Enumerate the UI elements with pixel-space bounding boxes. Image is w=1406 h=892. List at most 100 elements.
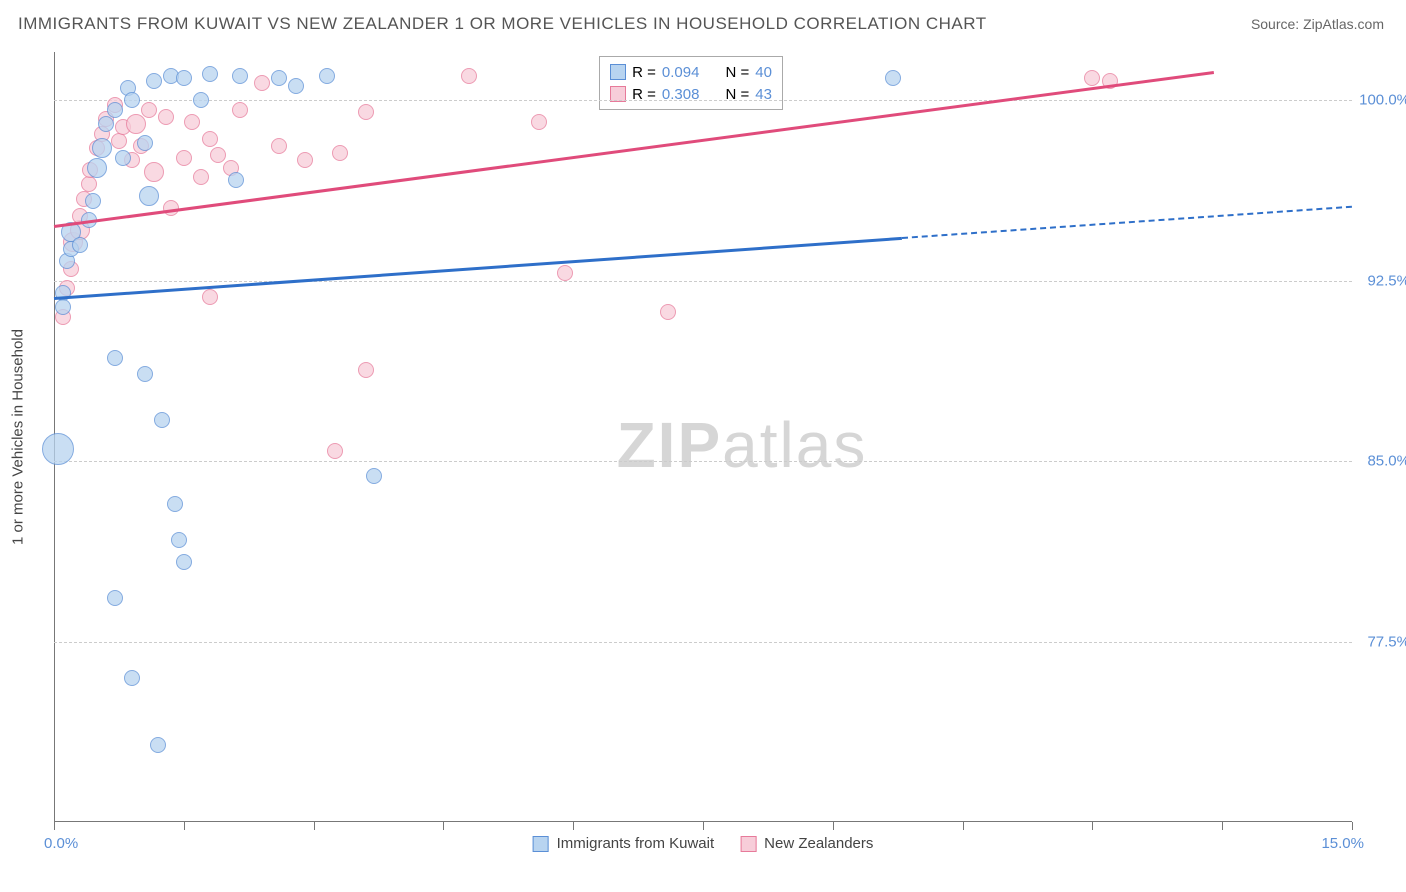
point-series-b [176,150,192,166]
swatch-series-a-icon [533,836,549,852]
source-prefix: Source: [1251,16,1303,32]
point-series-b [141,102,157,118]
point-series-b [297,152,313,168]
point-series-b [202,131,218,147]
point-series-a [107,590,123,606]
gridline [54,461,1352,462]
point-series-a [154,412,170,428]
y-tick-label: 92.5% [1367,272,1406,289]
gridline [54,281,1352,282]
watermark-bold: ZIP [617,409,723,481]
watermark: ZIPatlas [617,408,868,482]
x-axis-max-label: 15.0% [1321,835,1364,852]
point-series-b [202,289,218,305]
r-value-a: 0.094 [662,64,700,81]
y-tick-label: 85.0% [1367,453,1406,470]
trendline-series-a-extrapolated [902,206,1352,239]
point-series-b [232,102,248,118]
swatch-series-a [610,64,626,80]
point-series-a [107,350,123,366]
n-value-a: 40 [755,64,772,81]
stats-legend-box: R = 0.094 N = 40 R = 0.308 N = 43 [599,56,783,110]
point-series-b [660,304,676,320]
point-series-b [358,362,374,378]
x-tick [184,822,185,830]
point-series-a [107,102,123,118]
point-series-b [1084,70,1100,86]
point-series-a [150,737,166,753]
point-series-b [461,68,477,84]
x-axis-min-label: 0.0% [44,835,78,852]
x-tick [1092,822,1093,830]
point-series-b [531,114,547,130]
chart-title: IMMIGRANTS FROM KUWAIT VS NEW ZEALANDER … [18,14,987,34]
y-axis-title: 1 or more Vehicles in Household [10,329,27,545]
x-tick [1352,822,1353,830]
point-series-a [146,73,162,89]
legend-label-a: Immigrants from Kuwait [557,835,715,852]
x-tick [833,822,834,830]
point-series-b [358,104,374,120]
point-series-a [98,116,114,132]
point-series-a [171,532,187,548]
point-series-a [137,135,153,151]
point-series-a [87,158,107,178]
point-series-b [126,114,146,134]
gridline [54,642,1352,643]
watermark-light: atlas [722,409,867,481]
stats-row-series-b: R = 0.308 N = 43 [610,83,772,105]
r-label: R = [632,64,656,81]
x-tick [1222,822,1223,830]
point-series-a [139,186,159,206]
bottom-legend: Immigrants from Kuwait New Zealanders [533,835,874,852]
point-series-a [85,193,101,209]
x-tick [314,822,315,830]
x-tick [703,822,704,830]
point-series-a [176,554,192,570]
point-series-a [271,70,287,86]
legend-label-b: New Zealanders [764,835,873,852]
point-series-a [167,496,183,512]
point-series-a [366,468,382,484]
point-series-a [202,66,218,82]
x-tick [54,822,55,830]
point-series-a [42,433,74,465]
point-series-a [115,150,131,166]
point-series-b [557,265,573,281]
point-series-b [327,443,343,459]
trendline-series-a [54,237,902,300]
source-link[interactable]: ZipAtlas.com [1303,16,1384,32]
point-series-b [81,176,97,192]
point-series-a [288,78,304,94]
swatch-series-b-icon [740,836,756,852]
point-series-a [92,138,112,158]
point-series-b [332,145,348,161]
point-series-a [193,92,209,108]
plot-area: 1 or more Vehicles in Household ZIPatlas… [54,52,1352,822]
x-tick [573,822,574,830]
point-series-a [137,366,153,382]
x-tick [443,822,444,830]
point-series-b [193,169,209,185]
y-tick-label: 100.0% [1359,92,1406,109]
point-series-a [55,299,71,315]
point-series-b [210,147,226,163]
point-series-a [176,70,192,86]
point-series-a [124,92,140,108]
point-series-b [271,138,287,154]
point-series-a [885,70,901,86]
point-series-b [158,109,174,125]
point-series-b [144,162,164,182]
gridline [54,100,1352,101]
point-series-a [228,172,244,188]
point-series-a [124,670,140,686]
x-tick [963,822,964,830]
source-attribution: Source: ZipAtlas.com [1251,16,1384,32]
point-series-a [319,68,335,84]
legend-item-b: New Zealanders [740,835,873,852]
point-series-b [111,133,127,149]
stats-row-series-a: R = 0.094 N = 40 [610,61,772,83]
point-series-a [232,68,248,84]
y-tick-label: 77.5% [1367,633,1406,650]
point-series-a [72,237,88,253]
